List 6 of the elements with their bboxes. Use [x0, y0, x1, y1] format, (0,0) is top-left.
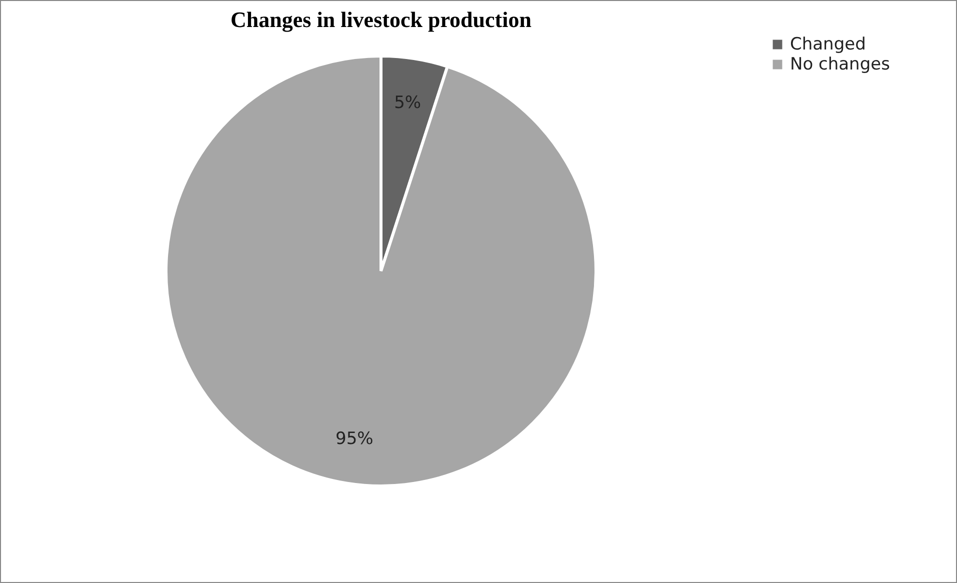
data-label: 95%	[336, 428, 374, 449]
legend-label: Changed	[790, 34, 866, 54]
legend-label: No changes	[790, 54, 890, 74]
pie-slice	[164, 54, 598, 488]
data-label: 5%	[394, 93, 422, 114]
chart-title: Changes in livestock production	[230, 7, 532, 32]
